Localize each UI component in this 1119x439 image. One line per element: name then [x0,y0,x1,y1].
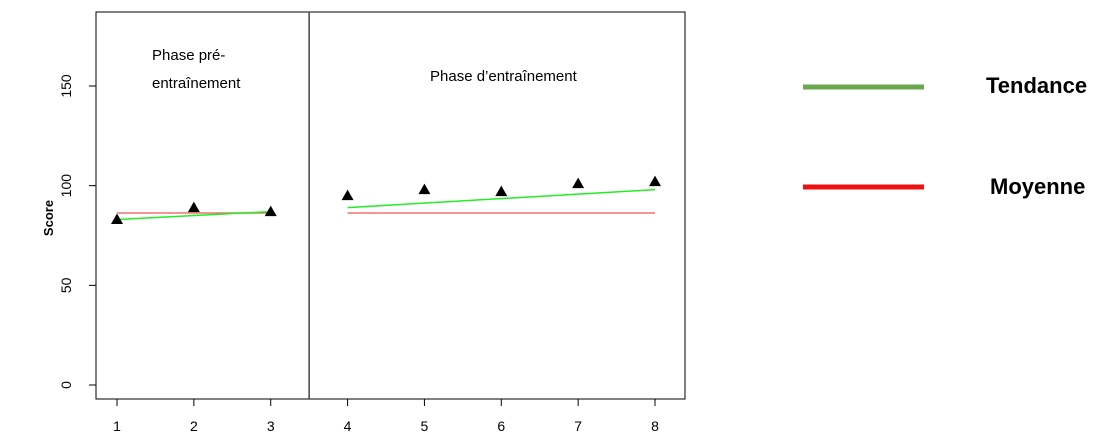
y-tick-label-50: 50 [58,277,74,293]
phase-1-label-line2: entraînement [152,75,241,92]
data-point-5 [418,183,431,195]
legend-label-moyenne: Moyenne [990,174,1085,199]
x-axis: 1 2 3 4 5 6 7 8 [113,399,659,434]
phase-1-label-line1: Phase pré- [152,47,225,64]
legend-label-tendance: Tendance [986,73,1087,98]
legend: Tendance Moyenne [803,73,1087,199]
x-tick-label-8: 8 [651,418,659,434]
data-point-2 [187,201,200,213]
x-tick-label-1: 1 [113,418,121,434]
lines-layer [116,188,656,221]
x-tick-label-3: 3 [267,418,275,434]
x-tick-label-7: 7 [574,418,582,434]
y-tick-label-100: 100 [58,174,74,198]
y-axis-title: Score [41,200,56,236]
x-tick-label-5: 5 [421,418,429,434]
y-tick-label-150: 150 [58,74,74,98]
points-layer [111,175,661,225]
trend-line-1 [116,210,271,221]
data-point-7 [572,177,585,189]
x-tick-label-4: 4 [344,418,352,434]
x-tick-label-2: 2 [190,418,198,434]
trend-line-2 [347,188,656,209]
data-point-8 [649,175,661,187]
data-point-4 [341,189,354,201]
x-tick-label-6: 6 [497,418,505,434]
data-point-6 [495,185,508,197]
phase-2-label: Phase d’entraînement [430,68,578,85]
y-tick-label-0: 0 [58,381,74,389]
y-axis: 0 50 100 150 [58,74,96,389]
plot-frame [95,11,686,400]
data-point-3 [264,205,277,217]
data-point-1 [111,213,123,225]
